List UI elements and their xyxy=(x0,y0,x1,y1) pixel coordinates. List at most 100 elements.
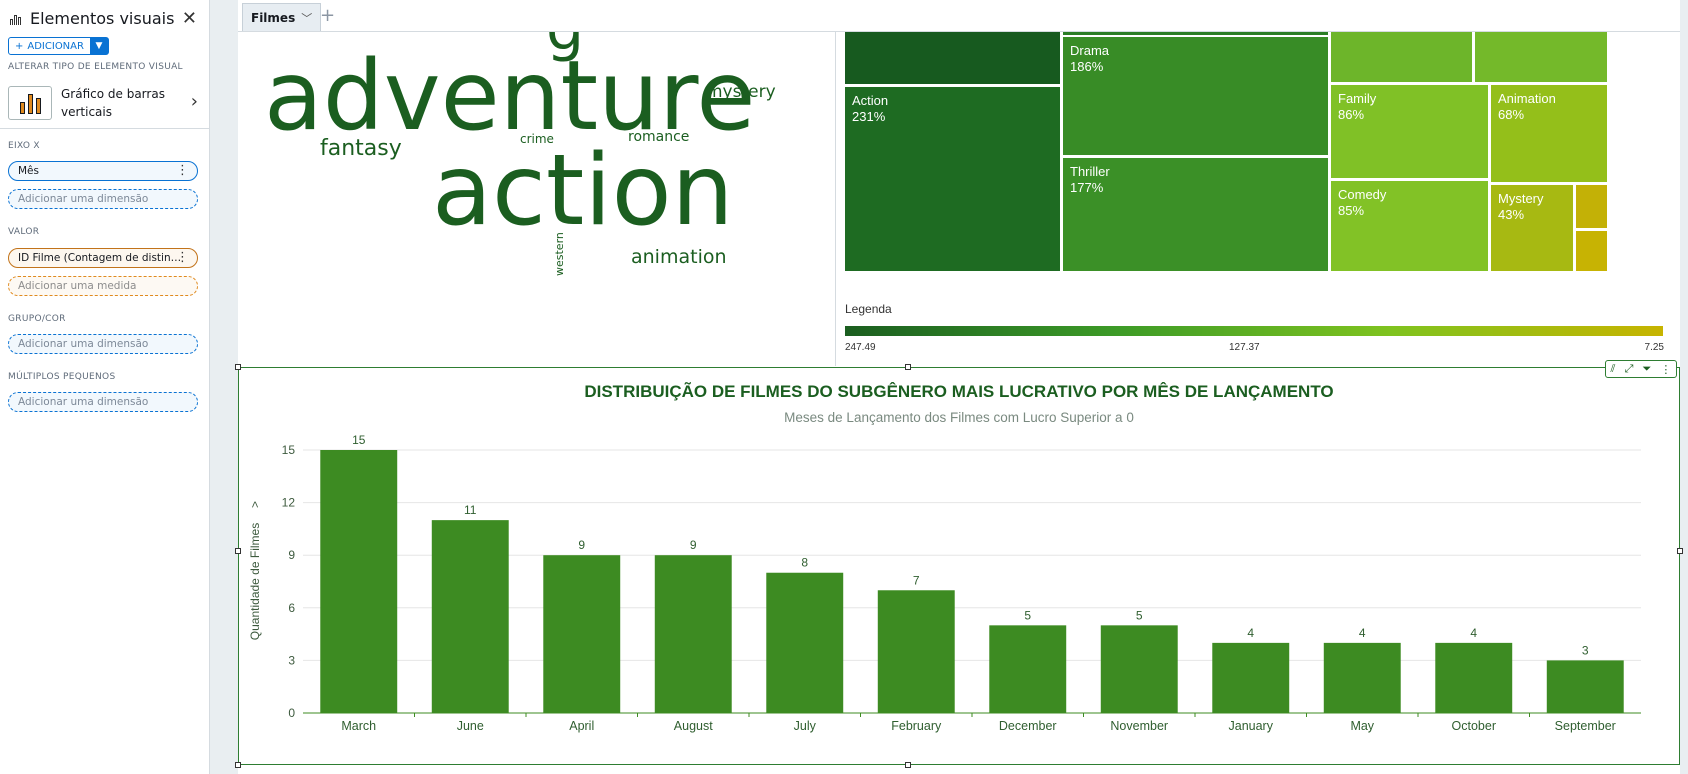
bar-june[interactable] xyxy=(431,520,509,713)
chevron-down-icon[interactable]: ﹀ xyxy=(301,11,313,25)
value-field-label: ID Filme (Contagem de distin… xyxy=(18,252,182,264)
y-axis-label: Quantidade de Filmes xyxy=(248,523,262,640)
x-tick-label: May xyxy=(1350,719,1374,733)
x-tick-label: June xyxy=(457,719,484,733)
tile-value: 231% xyxy=(852,109,886,124)
treemap-tile-thriller[interactable]: Thriller 177% xyxy=(1063,158,1328,271)
resize-handle[interactable] xyxy=(905,364,911,370)
legend-color-scale xyxy=(845,326,1663,336)
x-axis-add-dimension[interactable]: Adicionar uma dimensão xyxy=(8,189,198,209)
value-add-measure[interactable]: Adicionar uma medida xyxy=(8,276,198,296)
word-crime[interactable]: crime xyxy=(520,132,554,146)
bar-chart-visual[interactable]: ⫽ ⤢ ⏷ ⋮ DISTRIBUIÇÃO DE FILMES DO SUBGÊN… xyxy=(235,360,1683,768)
kebab-menu-icon[interactable]: ⋮ xyxy=(176,163,189,178)
legend-max-value: 247.49 xyxy=(845,342,876,353)
word-fantasy[interactable]: fantasy xyxy=(320,136,402,161)
group-color-label: GRUPO/COR xyxy=(8,314,66,324)
word-adventure[interactable]: adventure xyxy=(264,40,756,152)
caret-down-icon[interactable]: ▼ xyxy=(89,38,108,54)
word-romance[interactable]: romance xyxy=(628,129,690,145)
y-tick-label: 3 xyxy=(288,653,295,667)
bar-august[interactable] xyxy=(654,555,732,713)
resize-handle[interactable] xyxy=(1677,548,1683,554)
expand-icon[interactable]: ⤢ xyxy=(1624,362,1634,375)
treemap-tile-comedy[interactable]: Comedy 85% xyxy=(1331,181,1488,271)
data-label: 15 xyxy=(352,433,366,447)
legend-min-value: 7.25 xyxy=(1644,342,1664,353)
resize-handle[interactable] xyxy=(235,364,241,370)
small-multiples-add-label: Adicionar uma dimensão xyxy=(18,396,149,408)
panel-header: Elementos visuais ✕ xyxy=(0,0,209,36)
treemap-tile[interactable] xyxy=(1576,185,1607,228)
bar-march[interactable] xyxy=(320,450,398,713)
data-label: 11 xyxy=(464,503,477,517)
divider xyxy=(0,128,210,129)
bar-january[interactable] xyxy=(1212,642,1290,713)
word-cloud-visual[interactable]: ɡ‾ adventure mystery fantasy crime roman… xyxy=(238,32,836,366)
tile-value: 43% xyxy=(1498,207,1525,222)
add-sheet-icon[interactable]: + xyxy=(320,5,336,26)
visual-type-selector[interactable]: Gráfico de barras verticais › xyxy=(8,83,204,123)
kebab-menu-icon[interactable]: ⋮ xyxy=(176,250,189,265)
treemap-tile[interactable] xyxy=(1063,32,1328,35)
dashboard-canvas: ɡ‾ adventure mystery fantasy crime roman… xyxy=(235,32,1683,774)
treemap-tile[interactable] xyxy=(1331,32,1472,82)
small-multiples-label: MÚLTIPLOS PEQUENOS xyxy=(8,372,116,382)
change-type-label: ALTERAR TIPO DE ELEMENTO VISUAL xyxy=(8,62,183,72)
x-tick-label: April xyxy=(569,719,594,733)
kebab-menu-icon[interactable]: ⋮ xyxy=(1660,362,1672,376)
treemap-tile-mystery[interactable]: Mystery 43% xyxy=(1491,185,1573,271)
x-tick-label: February xyxy=(891,719,942,733)
bar-july[interactable] xyxy=(766,572,844,713)
data-label: 5 xyxy=(1024,608,1031,622)
add-visual-button[interactable]: + ADICIONAR ▼ xyxy=(8,37,109,55)
panel-title: Elementos visuais xyxy=(30,8,175,28)
bar-february[interactable] xyxy=(877,590,955,713)
filter-icon[interactable]: ⏷ xyxy=(1642,362,1652,375)
bar-december[interactable] xyxy=(989,625,1067,713)
treemap-tile-family[interactable]: Family 86% xyxy=(1331,85,1488,178)
tile-value: 86% xyxy=(1338,107,1365,122)
bar-october[interactable] xyxy=(1435,642,1513,713)
x-tick-label: December xyxy=(999,719,1057,733)
word-animation[interactable]: animation xyxy=(631,246,727,268)
treemap-tile[interactable] xyxy=(1576,231,1607,271)
tile-name: Animation xyxy=(1498,91,1556,106)
data-label: 9 xyxy=(578,538,585,552)
treemap-tile[interactable] xyxy=(845,32,1060,84)
bar-november[interactable] xyxy=(1100,625,1178,713)
x-tick-label: July xyxy=(794,719,817,733)
value-add-label: Adicionar uma medida xyxy=(18,280,137,292)
group-add-label: Adicionar uma dimensão xyxy=(18,338,149,350)
word-western[interactable]: western xyxy=(553,232,566,276)
x-tick-label: November xyxy=(1110,719,1168,733)
y-tick-label: 0 xyxy=(288,706,295,720)
tile-name: Mystery xyxy=(1498,191,1544,206)
word-top-fragment: ɡ‾ xyxy=(546,32,614,59)
treemap-tile[interactable] xyxy=(1475,32,1607,82)
legend-mid-value: 127.37 xyxy=(1229,342,1260,353)
treemap-tile-drama[interactable]: Drama 186% xyxy=(1063,37,1328,155)
close-icon[interactable]: ✕ xyxy=(181,8,197,29)
treemap-visual: Action 231% Drama 186% Thriller 177% Fam… xyxy=(837,32,1680,366)
bar-may[interactable] xyxy=(1323,642,1401,713)
chart-type-icon[interactable]: ⫽ xyxy=(1610,362,1616,375)
resize-handle[interactable] xyxy=(905,762,911,768)
visual-type-name: Gráfico de barras verticais xyxy=(61,87,165,119)
bar-april[interactable] xyxy=(543,555,621,713)
treemap-tile-action[interactable]: Action 231% xyxy=(845,87,1060,271)
legend-title: Legenda xyxy=(845,302,892,316)
bar-september[interactable] xyxy=(1546,660,1624,713)
value-label: VALOR xyxy=(8,227,40,237)
word-mystery[interactable]: mystery xyxy=(706,82,776,102)
group-add-dimension[interactable]: Adicionar uma dimensão xyxy=(8,334,198,354)
word-action[interactable]: action xyxy=(432,134,734,248)
value-field[interactable]: ID Filme (Contagem de distin… ⋮ xyxy=(8,248,198,268)
resize-handle[interactable] xyxy=(235,762,241,768)
small-multiples-add-dimension[interactable]: Adicionar uma dimensão xyxy=(8,392,198,412)
x-axis-field[interactable]: Mês ⋮ xyxy=(8,161,198,181)
tab-filmes[interactable]: Filmes ﹀ xyxy=(242,3,322,31)
plus-icon: + xyxy=(15,40,24,52)
resize-handle[interactable] xyxy=(235,548,241,554)
treemap-tile-animation[interactable]: Animation 68% xyxy=(1491,85,1607,182)
